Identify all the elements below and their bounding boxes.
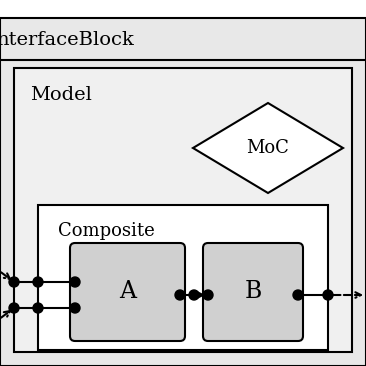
FancyBboxPatch shape [203, 243, 303, 341]
Circle shape [323, 290, 333, 300]
Text: B: B [244, 280, 262, 303]
Circle shape [33, 277, 43, 287]
Text: A: A [119, 280, 136, 303]
Circle shape [9, 303, 19, 313]
Circle shape [70, 303, 80, 313]
Polygon shape [193, 103, 343, 193]
Text: nterfaceBlock: nterfaceBlock [0, 31, 134, 49]
Circle shape [189, 290, 199, 300]
Circle shape [203, 290, 213, 300]
FancyBboxPatch shape [0, 18, 366, 366]
Circle shape [9, 277, 19, 287]
FancyBboxPatch shape [70, 243, 185, 341]
Text: MoC: MoC [247, 139, 290, 157]
Circle shape [33, 303, 43, 313]
FancyBboxPatch shape [38, 205, 328, 350]
Text: Model: Model [30, 86, 92, 104]
FancyBboxPatch shape [14, 68, 352, 352]
Circle shape [175, 290, 185, 300]
Circle shape [293, 290, 303, 300]
Text: Composite: Composite [58, 222, 155, 240]
Circle shape [70, 277, 80, 287]
